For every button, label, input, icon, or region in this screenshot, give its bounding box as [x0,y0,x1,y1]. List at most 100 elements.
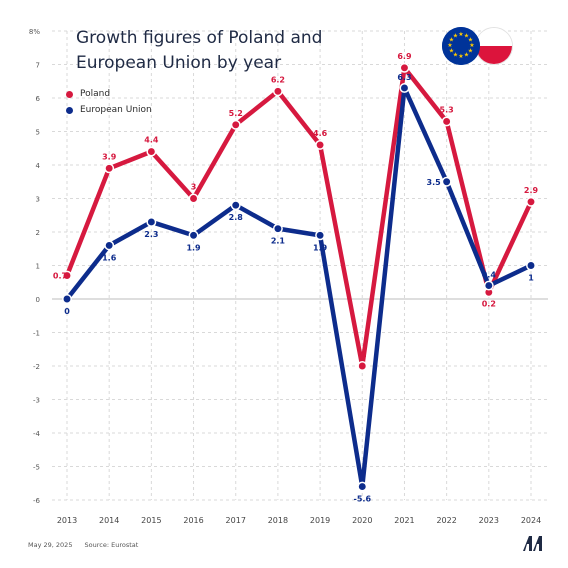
data-point-eu [146,217,157,227]
svg-text:★: ★ [458,53,463,60]
data-label-poland: 0.2 [482,299,496,308]
data-point-eu [272,223,283,234]
data-label-eu: 1.9 [313,243,328,252]
x-tick-label: 2015 [141,516,161,525]
data-point-eu [230,200,241,211]
y-tick-label: 3 [36,196,40,204]
series-line-poland [64,65,534,369]
svg-text:★: ★ [464,33,469,40]
y-tick-label: -4 [33,430,41,438]
x-tick-label: 2017 [226,516,246,525]
data-label-eu: 6.3 [397,73,411,82]
x-tick-label: 2022 [436,516,456,525]
data-label-poland: 3 [191,183,197,192]
data-point-eu [62,294,72,304]
x-tick-label: 2013 [57,516,77,525]
x-tick-label: 2023 [479,516,499,525]
data-point-poland [315,139,326,150]
data-label-poland: 4.6 [313,129,328,138]
data-point-poland [188,193,199,204]
svg-text:★: ★ [453,33,458,40]
legend-item-poland: Poland [66,86,152,102]
x-tick-label: 2020 [352,516,372,525]
data-label-poland: 3.9 [102,152,117,161]
svg-text:★: ★ [464,52,469,59]
footer-date: May 29, 2025 [28,541,73,549]
title-line-1: Growth figures of Poland and [76,28,323,48]
data-label-poland: -2 [358,350,367,359]
footer-source: Source: Eurostat [84,541,139,549]
data-point-poland [526,196,536,207]
data-label-poland: 5.3 [440,105,454,114]
data-label-poland: 5.2 [229,109,243,118]
data-label-poland: 6.2 [271,75,285,84]
series-line-eu [64,85,534,489]
data-label-eu: 1.6 [102,253,117,262]
data-point-eu [357,481,368,492]
x-tick-label: 2014 [99,516,119,525]
y-tick-label: -6 [33,497,41,505]
data-label-eu: 1 [528,274,534,283]
data-point-eu [441,176,452,187]
data-label-eu: -5.6 [354,495,372,504]
y-tick-label: 1 [36,263,40,271]
y-tick-label: -3 [33,397,40,405]
y-tick-label: 7 [36,62,40,70]
footer: May 29, 2025 Source: Eurostat [28,541,148,549]
x-tick-label: 2024 [521,516,541,525]
data-point-poland [357,361,368,371]
svg-text:★: ★ [468,48,473,55]
y-tick-label: 6 [36,95,41,103]
data-label-poland: 6.9 [397,52,412,61]
svg-text:★: ★ [449,37,454,44]
svg-text:★: ★ [447,42,452,49]
data-label-poland: 0.7 [53,272,67,281]
y-tick-label: -1 [33,330,40,338]
svg-text:★: ★ [458,31,463,38]
data-label-eu: 2.1 [271,237,286,246]
svg-text:★: ★ [469,42,474,49]
data-label-poland: 4.4 [144,136,159,145]
data-point-eu [399,83,410,93]
data-point-poland [441,116,452,127]
poland-flag-icon [475,27,513,65]
aa-logo-icon [522,534,544,556]
title-line-2: European Union by year [76,53,282,73]
x-tick-label: 2016 [183,516,203,525]
y-tick-label: 8% [29,28,40,36]
x-tick-label: 2019 [310,516,330,525]
data-label-eu: 3.5 [427,178,442,187]
data-point-poland [104,163,115,174]
legend: Poland European Union [66,86,152,118]
data-label-eu: 0 [64,307,70,316]
data-label-poland: 2.9 [524,186,539,195]
x-tick-label: 2021 [394,516,414,525]
data-label-eu: 2.3 [144,230,158,239]
data-point-eu [104,240,115,251]
data-point-poland [62,270,72,281]
legend-dot-eu [66,106,73,114]
y-tick-label: 0 [36,296,40,304]
svg-text:★: ★ [468,37,473,44]
x-tick-label: 2018 [268,516,288,525]
y-tick-label: 2 [36,229,40,237]
data-label-eu: 0.4 [482,271,497,280]
data-label-eu: 2.8 [229,213,244,222]
data-point-poland [146,146,157,157]
y-tick-label: 5 [36,129,40,137]
data-point-eu [483,280,494,291]
y-tick-label: 4 [36,162,41,170]
y-tick-label: -5 [33,464,40,472]
data-point-poland [230,119,241,130]
data-point-eu [188,230,199,241]
data-label-eu: 1.9 [186,243,201,252]
data-point-poland [399,62,410,73]
eu-flag-icon: ★ ★ ★ ★ ★ ★ ★ ★ ★ ★ ★ ★ [442,27,480,65]
legend-dot-poland [66,90,73,98]
legend-label-eu: European Union [80,105,152,115]
y-tick-label: -2 [33,363,40,371]
svg-text:★: ★ [453,52,458,59]
data-point-poland [272,86,283,97]
data-point-eu [526,260,536,271]
